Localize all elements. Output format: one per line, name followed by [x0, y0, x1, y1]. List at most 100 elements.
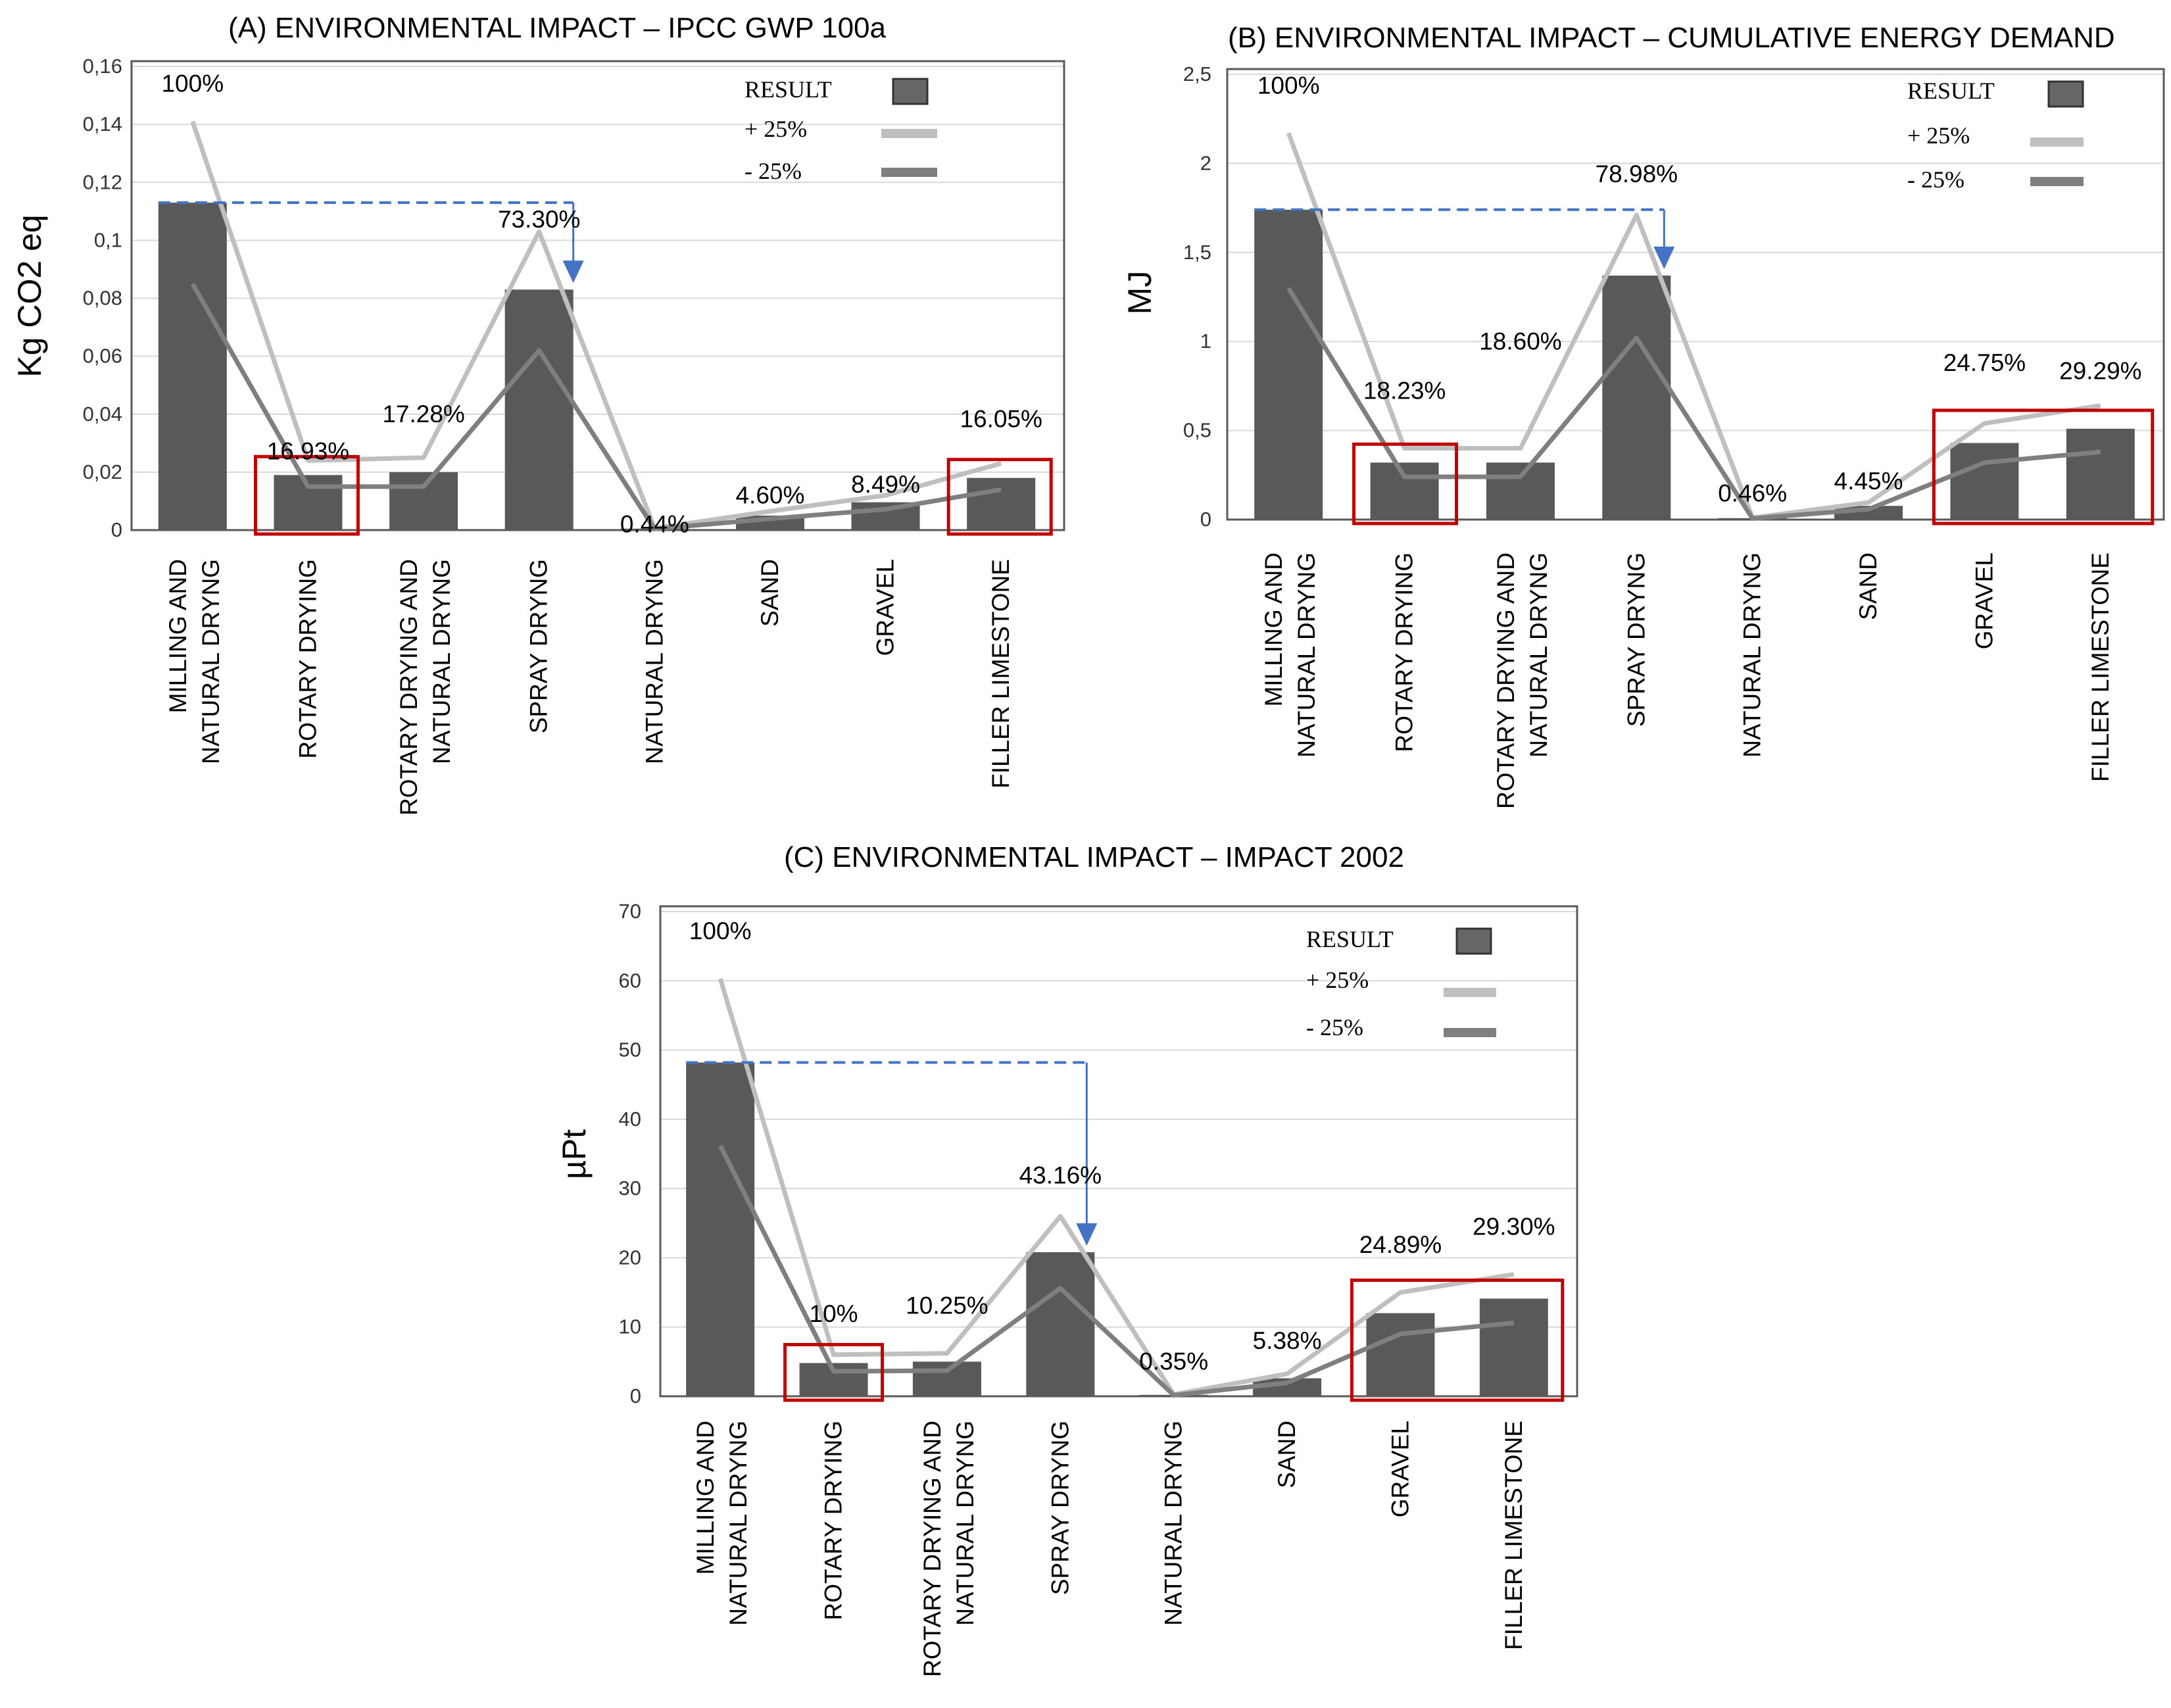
- category-label: GRAVEL: [1970, 552, 1997, 649]
- legend-result-label: RESULT: [1306, 926, 1394, 952]
- category-label-line: NATURAL DRYNG: [641, 559, 668, 764]
- y-axis-label: MJ: [1121, 271, 1158, 315]
- legend-result-swatch: [892, 78, 929, 105]
- percent-label: 24.75%: [1943, 349, 2026, 376]
- bar: [1950, 443, 2019, 520]
- percent-label: 16.05%: [960, 406, 1042, 433]
- legend-result-swatch: [1455, 927, 1492, 955]
- category-label-line: NATURAL DRYNG: [1739, 552, 1766, 758]
- highlight-box: [1352, 442, 1459, 525]
- category-label: ROTARY DRYING: [1391, 552, 1418, 752]
- category-label: FILLER LIMESTONE: [2087, 552, 2114, 782]
- y-tick-label: 0,5: [1183, 419, 1211, 442]
- percent-label: 0.44%: [620, 510, 689, 537]
- category-label: FILLER LIMESTONE: [1500, 1421, 1527, 1650]
- category-label: FILLER LIMESTONE: [987, 559, 1014, 789]
- category-label-line: NATURAL DRYNG: [725, 1421, 752, 1626]
- y-tick-label: 0: [630, 1384, 641, 1407]
- bar: [686, 1062, 755, 1396]
- percent-label: 8.49%: [851, 471, 920, 498]
- category-label-line: SAND: [756, 559, 783, 627]
- bar: [1479, 1298, 1548, 1396]
- category-label: SPRAY DRYNG: [1622, 552, 1649, 727]
- bar: [158, 203, 227, 530]
- category-label-line: SPRAY DRYNG: [1046, 1421, 1073, 1595]
- plus-25-line: [190, 120, 1002, 531]
- y-tick-label: 0: [111, 518, 122, 541]
- category-label: SAND: [756, 559, 783, 627]
- y-tick-label: 0,1: [94, 228, 122, 251]
- bar: [389, 472, 458, 530]
- percent-label: 43.16%: [1019, 1161, 1102, 1188]
- legend-minus-label: - 25%: [1306, 1014, 1363, 1040]
- legend-result-label: RESULT: [1907, 78, 1995, 104]
- y-tick-label: 20: [619, 1246, 641, 1269]
- percent-label: 0.46%: [1718, 479, 1787, 506]
- percent-label: 16.93%: [267, 437, 350, 464]
- category-label: SAND: [1273, 1421, 1300, 1488]
- y-tick-label: 2: [1200, 151, 1211, 174]
- minus-25-line: [190, 282, 1002, 531]
- category-label-line: NATURAL DRYNG: [952, 1421, 979, 1626]
- plot-frame: [1226, 68, 2165, 521]
- legend-minus-label: - 25%: [744, 158, 802, 184]
- y-tick-label: 10: [619, 1315, 641, 1338]
- chart-b: 0 0,5 1 1,5 2 2,5 MJ 100% 18.23% 18.60% 78.98% 0.46…: [1121, 62, 2165, 809]
- legend-result-swatch: [2047, 80, 2084, 108]
- category-label-line: FILLER LIMESTONE: [2087, 552, 2114, 782]
- y-tick-label: 0: [1200, 508, 1211, 531]
- legend-result-label: RESULT: [744, 76, 832, 103]
- percent-label: 18.60%: [1479, 328, 1562, 355]
- percent-label: 0.35%: [1139, 1348, 1208, 1375]
- category-label-line: SPRAY DRYNG: [1622, 552, 1649, 727]
- percent-label: 4.60%: [735, 481, 804, 508]
- y-tick-label: 0,06: [83, 345, 122, 368]
- y-tick-label: 0,12: [83, 170, 122, 193]
- category-label-line: SPRAY DRYNG: [525, 559, 552, 733]
- y-tick-label: 0,16: [83, 55, 122, 78]
- category-label: ROTARY DRYING AND NATURAL DRYNG: [1492, 552, 1552, 809]
- category-label-line: ROTARY DRYING AND: [1492, 552, 1519, 809]
- chart-c-title: (C) ENVIRONMENTAL IMPACT – IMPACT 2002: [784, 841, 1404, 873]
- legend-plus-label: + 25%: [1907, 122, 1970, 149]
- category-label: ROTARY DRYING: [294, 559, 321, 759]
- bar: [504, 289, 573, 530]
- category-label-line: NATURAL DRYNG: [1160, 1421, 1187, 1626]
- category-label: SAND: [1855, 552, 1882, 620]
- y-tick-label: 0,14: [83, 112, 122, 135]
- minus-25-line: [1286, 287, 2101, 521]
- y-tick-label: 0,04: [83, 403, 122, 426]
- y-axis-label: µPt: [556, 1129, 593, 1179]
- plus-25-line: [718, 978, 1515, 1397]
- y-tick-label: 40: [619, 1108, 641, 1131]
- category-label: NATURAL DRYNG: [1160, 1421, 1187, 1626]
- category-label-line: FILLER LIMESTONE: [987, 559, 1014, 789]
- category-label-line: FILLER LIMESTONE: [1500, 1421, 1527, 1650]
- category-label-line: NATURAL DRYNG: [197, 559, 224, 764]
- highlight-box: [783, 1342, 885, 1402]
- highlight-box: [1350, 1279, 1565, 1402]
- plot-frame: [130, 60, 1065, 531]
- percent-label: 4.45%: [1834, 468, 1903, 495]
- chart-a: 0 0,02 0,04 0,06 0,08 0,1 0,12 0,14 0,16 Kg CO2 e…: [11, 55, 1065, 816]
- bar: [1370, 462, 1439, 520]
- category-label: MILLING AND NATURAL DRYNG: [1260, 552, 1320, 758]
- category-label: NATURAL DRYNG: [641, 559, 668, 764]
- reference-arrow-head: [1653, 247, 1675, 270]
- category-label-line: MILLING AND: [692, 1421, 719, 1574]
- category-label-line: NATURAL DRYNG: [1293, 552, 1320, 758]
- category-label-line: GRAVEL: [872, 559, 899, 656]
- y-tick-label: 1: [1200, 329, 1211, 353]
- percent-label: 10%: [810, 1300, 858, 1327]
- category-label-line: ROTARY DRYING: [1391, 552, 1418, 752]
- category-label: GRAVEL: [1386, 1421, 1413, 1517]
- y-tick-label: 50: [619, 1038, 641, 1061]
- percent-label: 100%: [689, 917, 752, 944]
- bar: [1254, 209, 1323, 520]
- category-label: SPRAY DRYNG: [525, 559, 552, 733]
- bar: [1602, 276, 1671, 520]
- percent-label: 5.38%: [1253, 1327, 1322, 1354]
- category-label-line: SAND: [1273, 1421, 1300, 1488]
- bar: [1486, 462, 1555, 520]
